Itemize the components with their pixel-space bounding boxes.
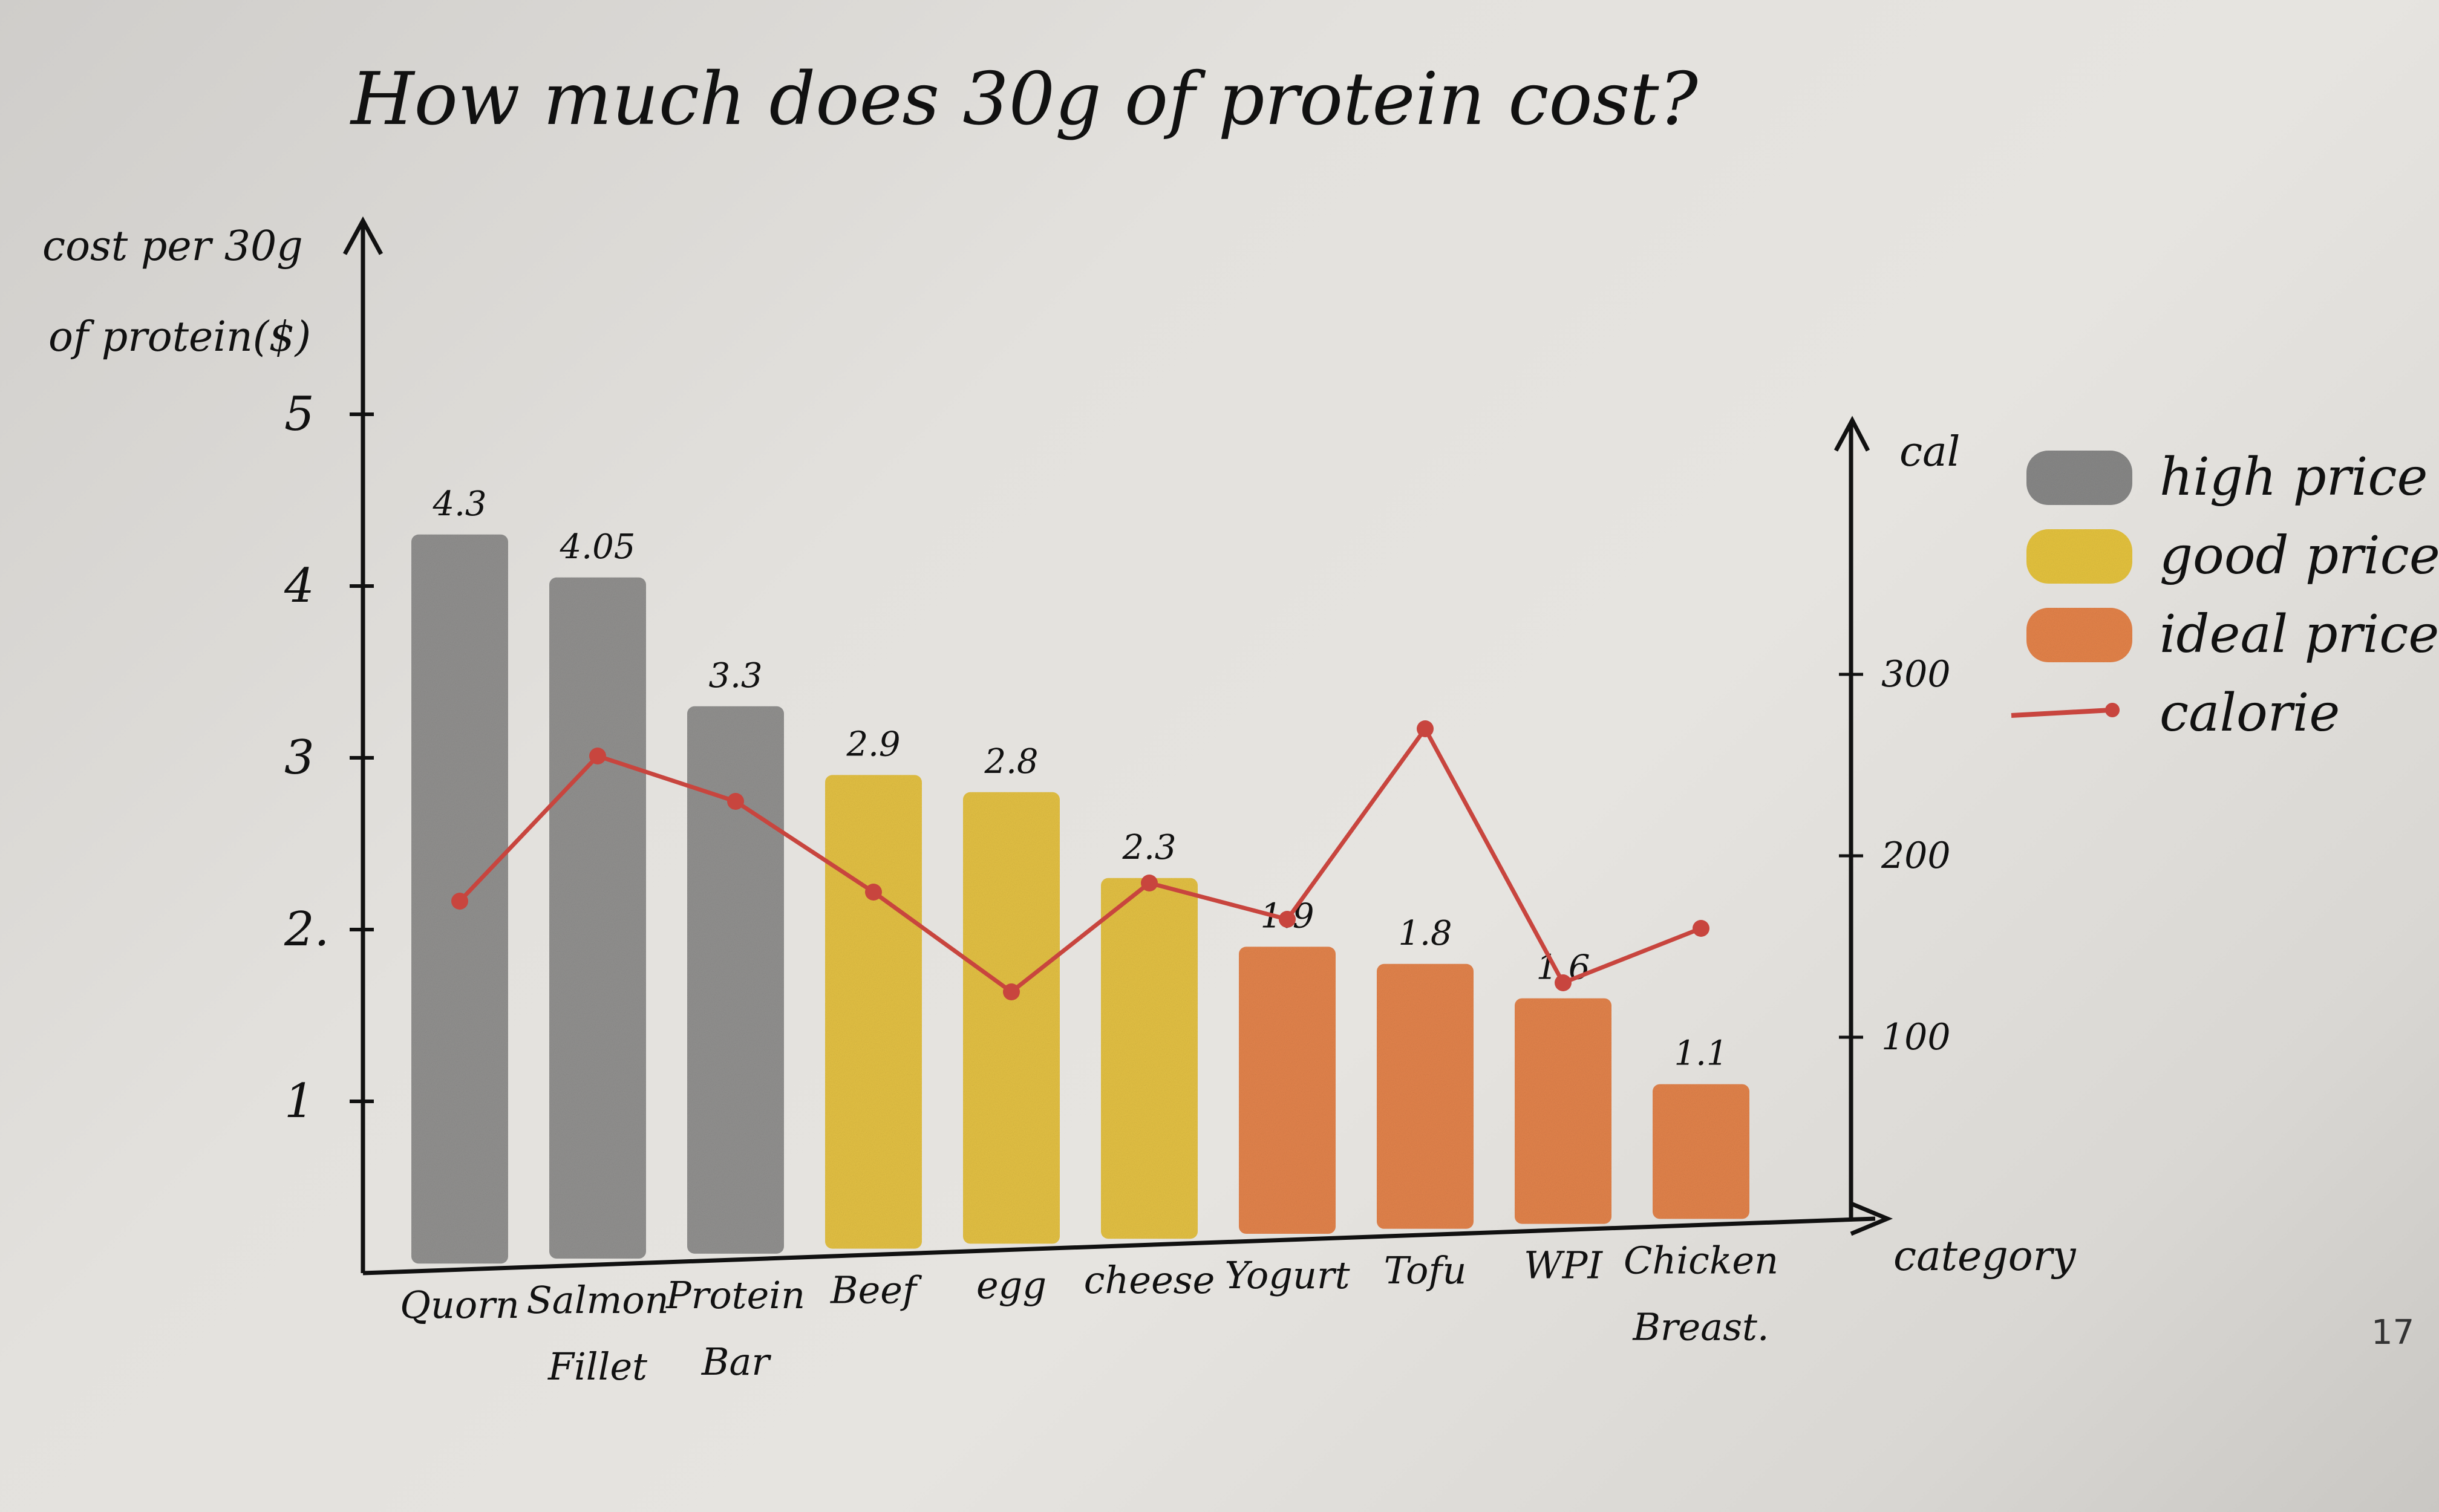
bar-value-label: 1.1 xyxy=(1674,1034,1728,1074)
chart-title: How much does 30g of protein cost? xyxy=(350,57,1698,142)
x-axis-title: category xyxy=(1893,1233,2077,1280)
legend-label: ideal price xyxy=(2160,604,2439,665)
category-label: Beef xyxy=(830,1268,922,1312)
bar-value-label: 2.3 xyxy=(1122,828,1176,867)
category-label: Yogurt xyxy=(1224,1253,1350,1297)
category-label: Protein xyxy=(665,1273,805,1317)
category-label: Quorn xyxy=(400,1283,520,1327)
y2-tick-label: 100 xyxy=(1881,1016,1951,1058)
y-tick-label: 1 xyxy=(284,1074,315,1129)
category-label: cheese xyxy=(1084,1258,1215,1302)
category-labels: Quorn Salmon Fillet Protein Bar Beef egg cheese… xyxy=(400,1238,1778,1389)
bar-good xyxy=(1101,878,1198,1239)
right-axis-title: cal xyxy=(1899,428,1960,476)
y-tick-label: 2. xyxy=(284,902,329,957)
plot: 4.34.053.32.92.82.31.91.81.61.1 12.345 c… xyxy=(284,221,2077,1389)
bar-high xyxy=(549,578,646,1259)
legend-label: good price xyxy=(2160,526,2439,586)
bar-ideal xyxy=(1515,999,1611,1224)
bar-value-label: 3.3 xyxy=(708,656,762,696)
category-label: Fillet xyxy=(547,1344,647,1389)
legend: high price good price ideal price calorie xyxy=(2011,447,2439,743)
right-axis: cal 100 200 300 xyxy=(1836,420,1960,1219)
calorie-point xyxy=(1279,911,1296,928)
y-tick-label: 4 xyxy=(284,559,315,613)
bar-good xyxy=(825,775,922,1248)
legend-swatch-calorie xyxy=(2011,710,2111,715)
calorie-point xyxy=(865,884,882,901)
category-label: Tofu xyxy=(1384,1248,1467,1292)
y-tick-label: 5 xyxy=(284,387,315,442)
calorie-point xyxy=(1141,875,1158,891)
legend-marker-calorie xyxy=(2105,703,2120,717)
legend-swatch xyxy=(2026,529,2132,584)
calorie-point xyxy=(1417,720,1434,737)
category-label: Bar xyxy=(701,1340,772,1384)
bar-value-label: 4.05 xyxy=(560,527,636,567)
category-label: egg xyxy=(976,1263,1046,1307)
calorie-point xyxy=(1693,920,1709,937)
y2-tick-label: 200 xyxy=(1881,835,1951,877)
bar-value-label: 2.9 xyxy=(846,725,900,764)
category-label: Breast. xyxy=(1632,1305,1769,1349)
y-tick-label: 3 xyxy=(284,731,315,785)
calorie-point xyxy=(727,793,744,810)
bar-value-label: 1.8 xyxy=(1398,914,1452,953)
calorie-point xyxy=(451,893,468,910)
bar-good xyxy=(963,792,1060,1244)
category-label: WPI xyxy=(1524,1243,1603,1288)
legend-label: high price xyxy=(2160,447,2428,507)
category-label: Chicken xyxy=(1624,1238,1778,1282)
calorie-point xyxy=(1003,983,1020,1000)
right-axis-ticks: 100 200 300 xyxy=(1839,653,1951,1058)
bar-ideal xyxy=(1377,964,1474,1229)
calorie-point xyxy=(1555,974,1572,991)
category-label: Salmon xyxy=(526,1278,668,1322)
left-axis: 1 2. 3 4 5 xyxy=(284,221,381,1273)
y-axis-title-line1: cost per 30g xyxy=(42,223,303,270)
left-axis-ticks: 1 2. 3 4 5 xyxy=(284,387,374,1129)
bar-ideal xyxy=(1239,947,1336,1234)
legend-swatch xyxy=(2026,451,2132,505)
legend-swatch xyxy=(2026,608,2132,662)
y-axis-title-line2: of protein($) xyxy=(48,313,311,361)
legend-label: calorie xyxy=(2160,683,2340,743)
page-number: 17 xyxy=(2371,1313,2414,1352)
calorie-point xyxy=(589,748,606,764)
bar-value-label: 2.8 xyxy=(984,742,1038,781)
bars-layer xyxy=(411,535,1749,1263)
y2-tick-label: 300 xyxy=(1881,653,1951,696)
bar-ideal xyxy=(1653,1084,1749,1219)
bar-value-label: 4.3 xyxy=(432,484,486,524)
